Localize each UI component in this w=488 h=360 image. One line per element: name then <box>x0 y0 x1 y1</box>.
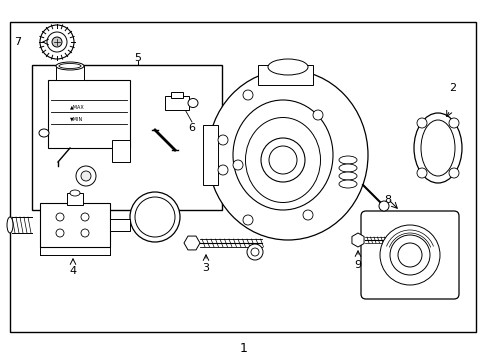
Circle shape <box>448 118 458 128</box>
Bar <box>112 140 130 162</box>
Circle shape <box>268 146 296 174</box>
Bar <box>258 65 312 85</box>
Ellipse shape <box>39 129 49 137</box>
Bar <box>110 219 130 231</box>
Circle shape <box>56 229 64 237</box>
Circle shape <box>81 213 89 221</box>
Circle shape <box>232 160 243 170</box>
Bar <box>32 65 222 210</box>
Text: 5: 5 <box>134 53 141 63</box>
Text: 8: 8 <box>384 195 391 205</box>
Circle shape <box>246 244 263 260</box>
Circle shape <box>81 229 89 237</box>
Text: 1: 1 <box>240 342 247 355</box>
Text: 6: 6 <box>188 123 195 133</box>
Circle shape <box>389 235 429 275</box>
Ellipse shape <box>187 99 198 108</box>
Circle shape <box>448 168 458 178</box>
Circle shape <box>52 37 62 47</box>
Text: ▼MIN: ▼MIN <box>70 117 83 122</box>
Polygon shape <box>351 233 364 247</box>
Circle shape <box>378 201 388 211</box>
Ellipse shape <box>338 172 356 180</box>
Ellipse shape <box>267 59 307 75</box>
Ellipse shape <box>7 217 13 233</box>
Circle shape <box>56 213 64 221</box>
Circle shape <box>130 192 180 242</box>
Circle shape <box>243 215 252 225</box>
Ellipse shape <box>207 70 367 240</box>
Ellipse shape <box>59 63 81 68</box>
Bar <box>164 96 189 110</box>
Circle shape <box>135 197 175 237</box>
Text: ▲MAX: ▲MAX <box>70 104 84 109</box>
Circle shape <box>218 135 227 145</box>
Ellipse shape <box>413 113 461 183</box>
Circle shape <box>416 118 426 128</box>
Circle shape <box>40 25 74 59</box>
Circle shape <box>397 243 421 267</box>
Text: 4: 4 <box>69 266 77 276</box>
Bar <box>203 125 218 185</box>
Bar <box>171 92 183 98</box>
Circle shape <box>303 210 312 220</box>
Bar <box>10 22 475 332</box>
Circle shape <box>81 171 91 181</box>
Ellipse shape <box>232 100 332 210</box>
Circle shape <box>312 110 323 120</box>
Circle shape <box>250 248 259 256</box>
Circle shape <box>47 32 67 52</box>
Text: 2: 2 <box>448 83 456 93</box>
FancyBboxPatch shape <box>360 211 458 299</box>
Circle shape <box>379 225 439 285</box>
Ellipse shape <box>56 62 84 70</box>
Bar <box>67 193 83 205</box>
Ellipse shape <box>338 156 356 164</box>
Circle shape <box>416 168 426 178</box>
Bar <box>48 80 130 148</box>
Bar <box>40 203 110 247</box>
Ellipse shape <box>338 180 356 188</box>
Ellipse shape <box>420 120 454 176</box>
Polygon shape <box>183 236 200 250</box>
Bar <box>56 66 84 80</box>
Circle shape <box>243 90 252 100</box>
Circle shape <box>261 138 305 182</box>
Ellipse shape <box>245 117 320 202</box>
Circle shape <box>218 165 227 175</box>
Circle shape <box>76 166 96 186</box>
Text: 7: 7 <box>15 37 21 47</box>
Ellipse shape <box>338 164 356 172</box>
Ellipse shape <box>70 190 80 196</box>
Text: 9: 9 <box>354 260 361 270</box>
Text: 3: 3 <box>202 263 209 273</box>
